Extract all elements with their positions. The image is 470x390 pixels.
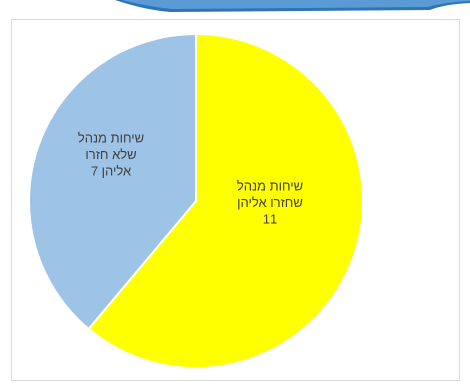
header-strip [0, 0, 470, 14]
header-light-band [122, 0, 470, 9]
slice-label-line: אליהן 7 [91, 164, 131, 179]
slice-label-line: שלא חזרו [85, 147, 136, 162]
header-strip-graphic [0, 0, 470, 14]
slice-label-line: שיחות מנהל [78, 131, 144, 146]
pie-slice-2 [28, 32, 197, 331]
slice-label-line: שחזרו אליהן [237, 195, 303, 210]
slice-label-2: שיחות מנהל שלא חזרו אליהן 7 [78, 131, 144, 179]
slice-label-1: שיחות מנהל שחזרו אליהן 11 [237, 179, 303, 227]
slice-label-line: שיחות מנהל [237, 179, 303, 194]
pie-slice-1 [87, 32, 364, 369]
chart-frame: שיחות מנהל שחזרו אליהן 11 שיחות מנהל שלא חזר… [11, 19, 460, 381]
slice-value-label: 11 [263, 212, 277, 227]
